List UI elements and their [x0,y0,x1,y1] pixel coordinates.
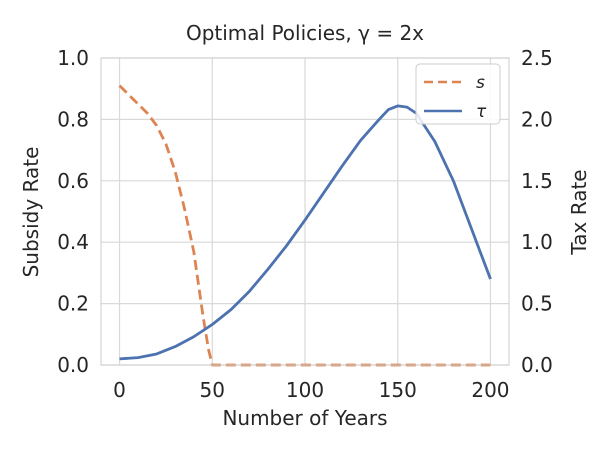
chart-title: Optimal Policies, γ = 2x [186,21,424,45]
y-right-tick-label: 1.5 [521,169,553,193]
tick-labels: 0 50 100 150 200 0.0 0.2 0.4 0.6 0.8 1.0 0.0 0.5 1.0 1… [57,46,553,402]
x-tick-label: 100 [286,378,324,402]
x-tick-label: 50 [200,378,225,402]
legend: s τ [415,63,501,125]
x-tick-label: 150 [379,378,417,402]
y-right-tick-label: 2.5 [521,46,553,70]
plot-frame [100,57,510,366]
x-tick-label: 200 [471,378,509,402]
y-left-tick-label: 0.0 [57,353,89,377]
y-left-tick-label: 0.2 [57,292,89,316]
y-right-tick-label: 1.0 [521,230,553,254]
y-right-tick-label: 0.5 [521,292,553,316]
legend-box [415,63,501,125]
y-right-tick-label: 2.0 [521,107,553,131]
x-axis-label: Number of Years [222,406,387,430]
y-left-tick-label: 1.0 [57,46,89,70]
y-left-tick-label: 0.4 [57,230,89,254]
y-axis-left-label: Subsidy Rate [19,147,43,278]
y-axis-right-label: Tax Rate [567,169,591,255]
legend-label-tau: τ [476,102,487,122]
legend-label-s: s [476,73,485,93]
y-left-tick-label: 0.8 [57,107,89,131]
y-right-tick-label: 0.0 [521,353,553,377]
y-left-tick-label: 0.6 [57,169,89,193]
x-tick-label: 0 [113,378,126,402]
